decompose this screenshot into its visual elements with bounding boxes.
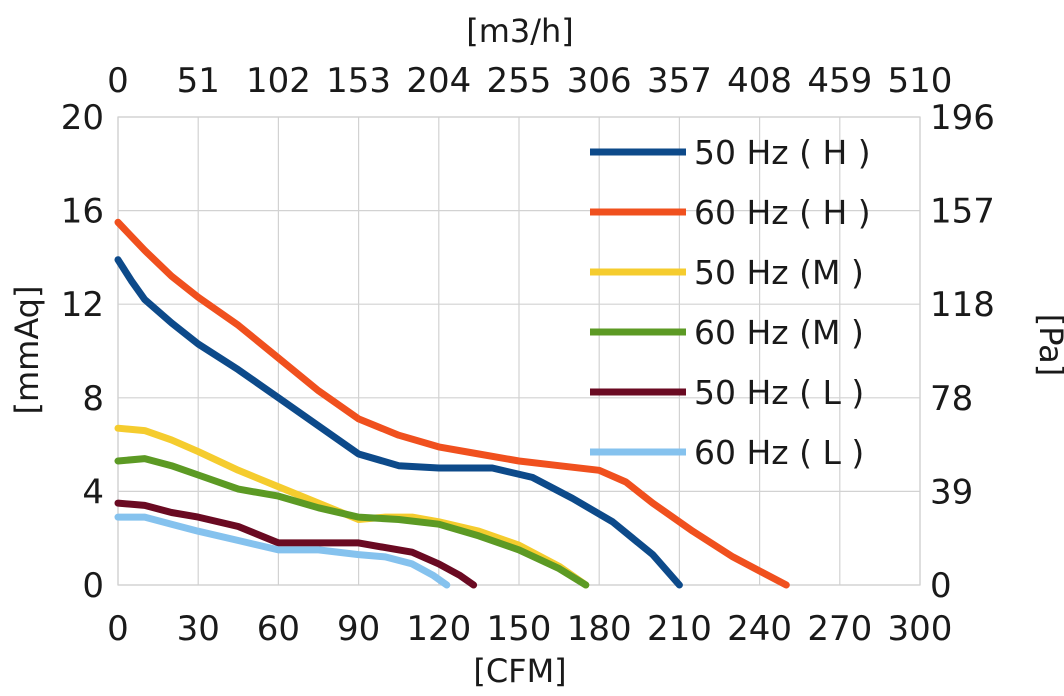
x-tick-label: 90	[337, 609, 380, 649]
x-tick-label: 240	[727, 609, 792, 649]
legend-label: 50 Hz ( H )	[694, 133, 871, 172]
x2-tick-label: 306	[567, 61, 632, 101]
y-axis-ticks: 0 4 8 12 16 20	[61, 98, 104, 606]
y2-tick-label: 39	[930, 472, 973, 512]
y-tick-label: 0	[82, 566, 104, 606]
x-axis-ticks: 0 30 60 90 120 150 180 210 240 270 300	[107, 609, 952, 649]
y-tick-label: 8	[82, 379, 104, 419]
legend-label: 50 Hz (M )	[694, 253, 864, 292]
y-tick-label: 12	[61, 285, 104, 325]
series-line-4	[114, 455, 590, 589]
series-line-6	[114, 513, 451, 589]
x-tick-label: 120	[406, 609, 471, 649]
y-tick-label: 4	[82, 472, 104, 512]
x2-tick-label: 204	[406, 61, 471, 101]
legend-label: 60 Hz ( H )	[694, 193, 871, 232]
legend-label: 50 Hz ( L )	[694, 373, 864, 412]
series-line-1	[114, 256, 683, 589]
x2-axis-title: [m3/h]	[466, 12, 574, 50]
y2-tick-label: 157	[930, 192, 995, 232]
y2-axis-title: [Pa]	[1032, 314, 1064, 376]
x-tick-label: 180	[567, 609, 632, 649]
x-axis-title: [CFM]	[473, 652, 566, 690]
y-tick-label: 20	[61, 98, 104, 138]
x-tick-label: 210	[647, 609, 712, 649]
x-tick-label: 60	[257, 609, 300, 649]
legend-label: 60 Hz ( L )	[694, 433, 864, 472]
x2-tick-label: 459	[807, 61, 872, 101]
legend: 50 Hz ( H ) 60 Hz ( H ) 50 Hz (M ) 60 Hz (M…	[590, 133, 871, 472]
series-lines	[114, 218, 790, 589]
x2-axis-ticks: 0 51 102 153 204 255 306 357 408 459 510	[107, 61, 952, 101]
series-line-2	[114, 218, 790, 589]
series-line-5	[114, 499, 478, 589]
x2-tick-label: 0	[107, 61, 129, 101]
y2-tick-label: 118	[930, 285, 995, 325]
x2-tick-label: 255	[487, 61, 552, 101]
x-tick-label: 300	[888, 609, 953, 649]
plot-area-border	[117, 116, 921, 586]
y2-axis-ticks: 0 39 78 118 157 196	[930, 98, 995, 606]
x2-tick-label: 102	[246, 61, 311, 101]
y-axis-title: [mmAq]	[8, 286, 46, 415]
legend-label: 60 Hz (M )	[694, 313, 864, 352]
y2-tick-label: 0	[930, 566, 952, 606]
x-tick-label: 0	[107, 609, 129, 649]
y2-tick-label: 196	[930, 98, 995, 138]
y-tick-label: 16	[61, 192, 104, 232]
x-tick-label: 30	[177, 609, 220, 649]
y2-tick-label: 78	[930, 379, 973, 419]
x-tick-label: 150	[487, 609, 552, 649]
x-tick-label: 270	[807, 609, 872, 649]
x2-tick-label: 51	[177, 61, 220, 101]
x2-tick-label: 357	[647, 61, 712, 101]
x2-tick-label: 510	[888, 61, 953, 101]
x2-tick-label: 408	[727, 61, 792, 101]
x2-tick-label: 153	[326, 61, 391, 101]
